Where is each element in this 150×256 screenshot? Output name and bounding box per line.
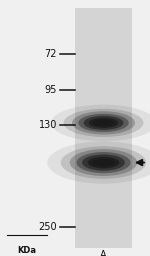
Ellipse shape [93, 120, 114, 126]
Text: KDa: KDa [18, 246, 36, 255]
Text: 130: 130 [39, 120, 57, 131]
Ellipse shape [84, 116, 123, 130]
Ellipse shape [88, 157, 119, 168]
Ellipse shape [92, 159, 115, 166]
Ellipse shape [47, 141, 150, 184]
Text: 250: 250 [38, 221, 57, 232]
Text: A: A [100, 250, 107, 256]
Ellipse shape [89, 118, 118, 128]
Ellipse shape [51, 104, 150, 141]
Ellipse shape [76, 152, 130, 173]
Text: 72: 72 [45, 49, 57, 59]
Ellipse shape [82, 154, 125, 171]
Text: 95: 95 [45, 84, 57, 95]
Bar [75, 8, 132, 248]
Ellipse shape [61, 146, 146, 179]
Ellipse shape [70, 149, 137, 176]
Ellipse shape [72, 111, 135, 135]
Ellipse shape [78, 114, 129, 132]
Ellipse shape [64, 109, 143, 137]
